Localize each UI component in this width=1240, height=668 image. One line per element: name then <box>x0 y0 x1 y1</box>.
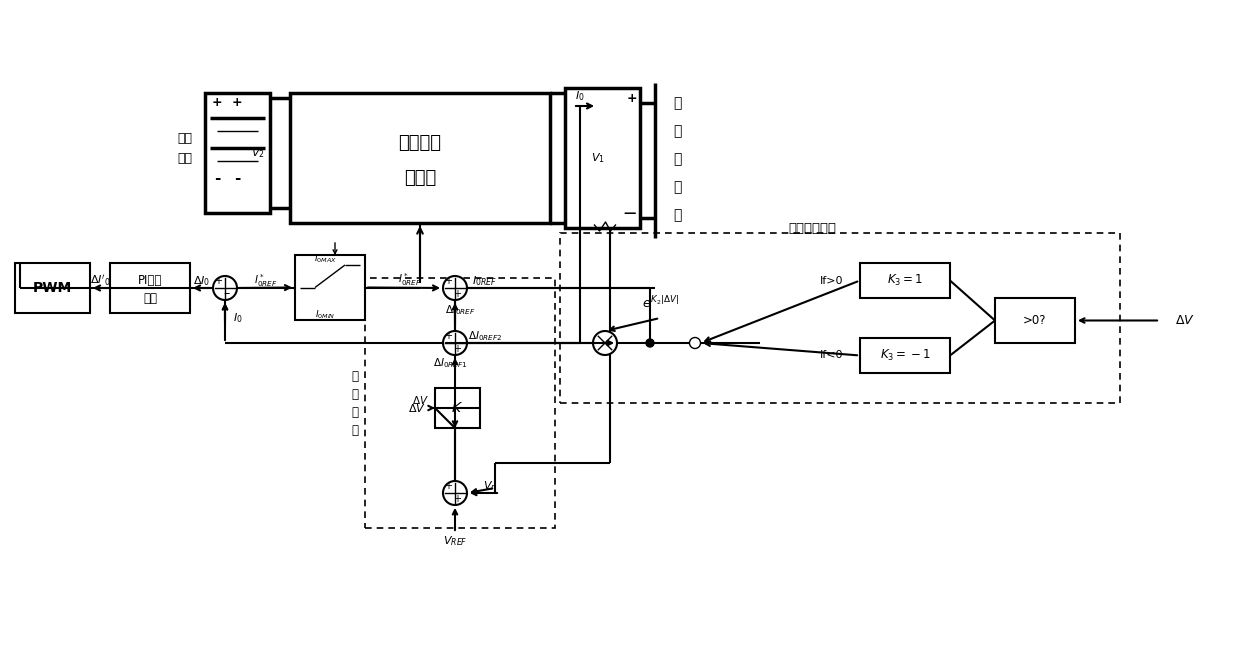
Text: +: + <box>444 331 453 341</box>
Text: $\Delta I'_0$: $\Delta I'_0$ <box>89 274 110 289</box>
Text: 策略: 策略 <box>143 291 157 305</box>
Text: PI控制: PI控制 <box>138 273 162 287</box>
Text: 垂
降
控
制: 垂 降 控 制 <box>351 369 358 436</box>
Text: PWM: PWM <box>33 281 72 295</box>
Text: +: + <box>444 481 453 491</box>
Text: 电: 电 <box>673 180 681 194</box>
Text: $V_{REF}$: $V_{REF}$ <box>443 534 467 548</box>
Text: 储能双向: 储能双向 <box>398 134 441 152</box>
Text: $K_3=1$: $K_3=1$ <box>887 273 923 288</box>
Text: $I^*_{0REF}$: $I^*_{0REF}$ <box>398 272 422 289</box>
Text: $I_{0MAX}$: $I_{0MAX}$ <box>314 253 336 265</box>
Bar <box>295 255 365 320</box>
Text: +: + <box>212 96 222 110</box>
Circle shape <box>646 339 653 347</box>
Text: $\Delta I_{0REF2}$: $\Delta I_{0REF2}$ <box>467 329 502 343</box>
Circle shape <box>443 276 467 300</box>
Text: $V_r$: $V_r$ <box>484 479 496 493</box>
Text: +: + <box>232 96 242 110</box>
Text: —: — <box>624 206 636 220</box>
Text: 直: 直 <box>673 96 681 110</box>
Text: $\Delta V$: $\Delta V$ <box>1176 314 1195 327</box>
Text: $I^*_{0REF}$: $I^*_{0REF}$ <box>254 273 278 289</box>
Text: $e^{K_2|\Delta V|}$: $e^{K_2|\Delta V|}$ <box>641 295 678 311</box>
Text: +: + <box>626 92 637 104</box>
Bar <box>110 263 190 313</box>
Circle shape <box>689 337 701 349</box>
Text: 暂态惯性控制: 暂态惯性控制 <box>787 222 836 234</box>
Text: +: + <box>453 494 461 504</box>
Bar <box>15 263 91 313</box>
Circle shape <box>443 331 467 355</box>
Text: 网: 网 <box>673 208 681 222</box>
Text: $\Delta I_{0REF}$: $\Delta I_{0REF}$ <box>445 303 475 317</box>
Text: +: + <box>215 276 222 286</box>
Text: 池组: 池组 <box>177 152 192 164</box>
Text: –: – <box>224 287 231 301</box>
Text: If>0: If>0 <box>820 275 843 285</box>
Bar <box>205 93 270 213</box>
Text: $K$: $K$ <box>451 401 464 415</box>
Text: 蓄电: 蓄电 <box>177 132 192 144</box>
Text: $I_0$: $I_0$ <box>575 89 585 103</box>
Bar <box>560 233 1120 403</box>
Bar <box>290 93 551 223</box>
Bar <box>435 388 480 428</box>
Text: $\Delta V$: $\Delta V$ <box>408 402 425 414</box>
Bar <box>994 298 1075 343</box>
Text: $\Delta V$: $\Delta V$ <box>412 394 428 406</box>
Circle shape <box>443 481 467 505</box>
Bar <box>365 278 556 528</box>
Text: $V_1$: $V_1$ <box>590 151 604 165</box>
Text: $I_0$: $I_0$ <box>233 311 243 325</box>
Bar <box>565 88 640 228</box>
Text: $I_{0MIN}$: $I_{0MIN}$ <box>315 309 335 321</box>
Text: $K_3=-1$: $K_3=-1$ <box>879 348 930 363</box>
Bar <box>861 263 950 298</box>
Text: 变换器: 变换器 <box>404 169 436 187</box>
Text: +: + <box>444 276 453 286</box>
Text: +: + <box>453 289 461 299</box>
Text: -: - <box>213 170 221 186</box>
Text: $\Delta I_{0REF1}$: $\Delta I_{0REF1}$ <box>433 356 467 370</box>
Text: 流: 流 <box>673 124 681 138</box>
Text: >0?: >0? <box>1023 314 1047 327</box>
Text: 配: 配 <box>673 152 681 166</box>
Bar <box>861 338 950 373</box>
Text: $I_{0REF}$: $I_{0REF}$ <box>472 274 497 288</box>
Text: If<0: If<0 <box>820 351 843 361</box>
Text: $V_2$: $V_2$ <box>252 146 265 160</box>
Circle shape <box>593 331 618 355</box>
Text: +: + <box>453 344 461 354</box>
Text: $\Delta I_0$: $\Delta I_0$ <box>193 274 210 288</box>
Circle shape <box>213 276 237 300</box>
Text: -: - <box>234 170 241 186</box>
